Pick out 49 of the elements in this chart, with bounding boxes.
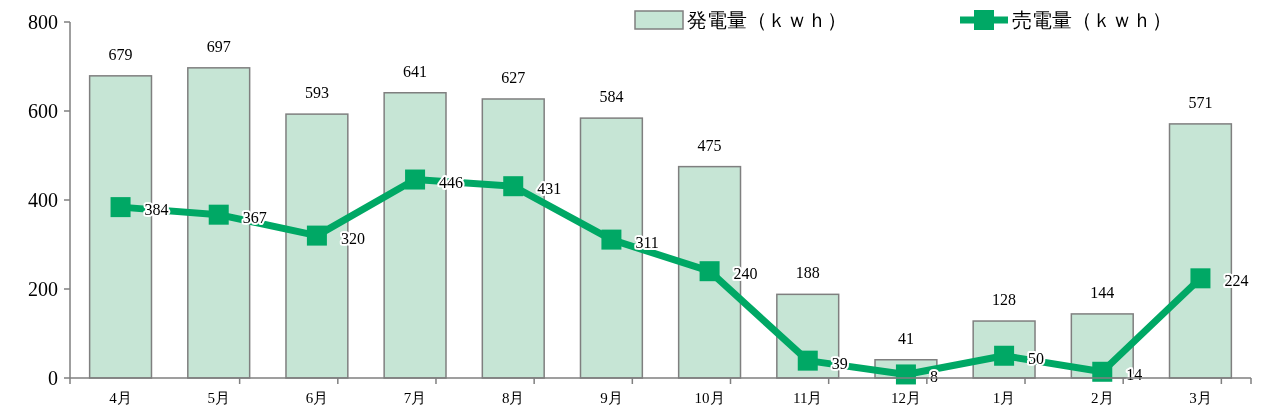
data-label: 627 [501, 68, 526, 86]
data-label: 41 [897, 329, 914, 347]
y-tick-label: 600 [28, 100, 58, 122]
data-label: 320 [340, 229, 365, 247]
point [601, 229, 622, 250]
point [1190, 268, 1211, 289]
data-label: 240 [733, 265, 758, 283]
y-tick-label: 800 [28, 11, 58, 33]
point [1092, 361, 1113, 382]
x-tick-label: 8月 [501, 390, 525, 406]
data-label: 679 [108, 45, 133, 63]
x-tick-label: 3月 [1189, 390, 1212, 406]
data-label: 697 [206, 37, 231, 55]
data-label: 431 [537, 180, 562, 198]
point [797, 350, 818, 371]
point [503, 176, 524, 197]
data-label: 8 [929, 368, 938, 386]
data-label: 571 [1188, 93, 1213, 111]
point [405, 169, 426, 190]
x-tick-label: 7月 [403, 390, 427, 406]
data-label: 224 [1224, 272, 1249, 290]
y-tick-label: 0 [48, 367, 58, 389]
x-tick-label: 2月 [1091, 390, 1114, 406]
x-tick-label: 9月 [600, 390, 623, 406]
x-tick-label: 11月 [793, 390, 823, 406]
data-label: 128 [992, 291, 1017, 309]
legend-label: 発電量（ｋｗｈ） [687, 9, 847, 31]
x-tick-label: 12月 [890, 390, 921, 406]
x-tick-label: 6月 [305, 390, 329, 406]
data-label: 475 [697, 136, 722, 154]
legend-label: 売電量（ｋｗｈ） [1012, 9, 1172, 31]
data-label: 144 [1090, 283, 1115, 301]
x-tick-label: 10月 [694, 390, 725, 406]
x-tick-label: 1月 [992, 390, 1016, 406]
point [306, 225, 327, 246]
y-tick-label: 200 [28, 278, 58, 300]
data-label: 641 [403, 62, 428, 80]
point [895, 364, 916, 385]
data-label: 593 [304, 84, 329, 102]
x-tick-label: 4月 [109, 390, 132, 406]
y-tick-label: 400 [28, 189, 58, 211]
point [208, 204, 229, 225]
data-label: 14 [1126, 365, 1143, 383]
data-label: 188 [795, 264, 820, 282]
data-label: 584 [599, 88, 624, 106]
point [110, 197, 131, 218]
x-tick-label: 5月 [207, 390, 230, 406]
data-label: 311 [635, 233, 659, 251]
point [699, 261, 720, 282]
